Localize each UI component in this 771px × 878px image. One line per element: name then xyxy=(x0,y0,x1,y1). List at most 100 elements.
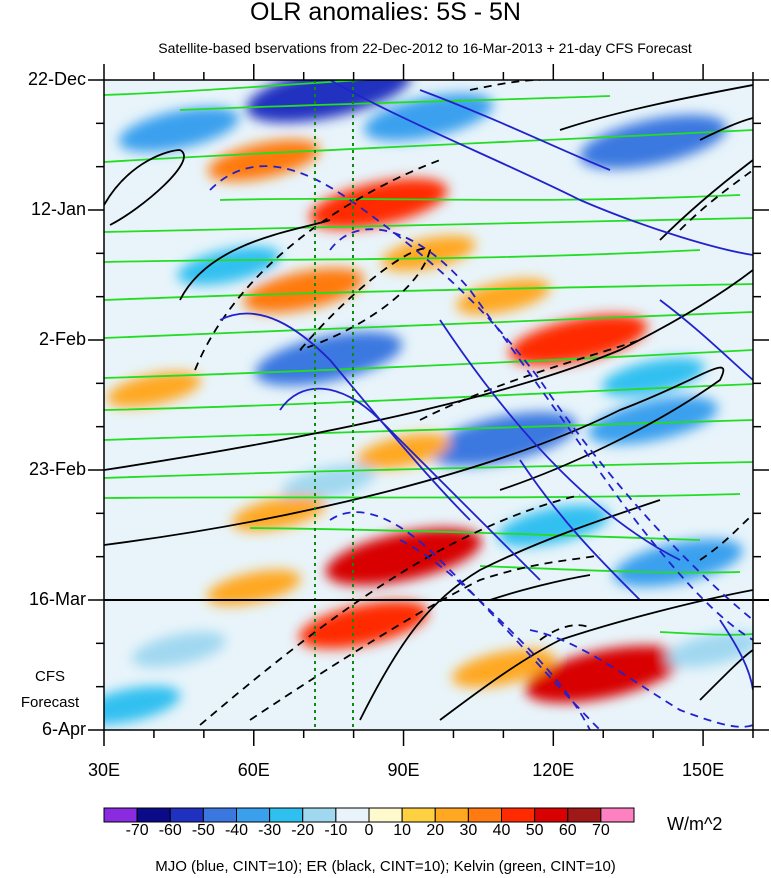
colorbar-swatch xyxy=(534,807,569,823)
anomaly-region xyxy=(525,645,682,703)
anomaly-region xyxy=(451,648,555,688)
chart-title: OLR anomalies: 5S - 5N xyxy=(250,0,521,26)
kelvin-contour xyxy=(219,194,741,201)
anomaly-region xyxy=(177,246,281,285)
mjo-contour xyxy=(329,511,601,730)
anomaly-region xyxy=(325,528,482,586)
colorbar-label: -60 xyxy=(158,822,182,839)
er-contour xyxy=(194,159,441,371)
colorbar-swatch xyxy=(169,807,204,823)
colorbar-label: -40 xyxy=(224,822,249,839)
colorbar-label: 30 xyxy=(459,822,478,839)
contour-legend-note: MJO (blue, CINT=10); ER (black, CINT=10)… xyxy=(155,858,616,875)
mjo-contour xyxy=(209,165,753,621)
mjo-contour xyxy=(719,619,753,691)
anomaly-region xyxy=(497,504,610,547)
kelvin-contour xyxy=(104,249,701,263)
colorbar-label: -50 xyxy=(191,822,215,839)
anomaly-region xyxy=(429,412,577,467)
colorbar-swatch xyxy=(401,807,436,823)
er-contour xyxy=(539,624,591,641)
kelvin-contour xyxy=(104,461,753,479)
y-tick-label: 2-Feb xyxy=(38,329,86,349)
mjo-contour xyxy=(329,80,753,256)
anomaly-region xyxy=(588,396,718,445)
colorbar-units: W/m^2 xyxy=(667,814,723,834)
y-tick-label: 12-Jan xyxy=(30,199,86,219)
colorbar xyxy=(103,807,635,823)
anomaly-region xyxy=(243,268,364,313)
anomaly-region xyxy=(666,631,753,668)
er-contour xyxy=(299,247,431,351)
x-tick-label: 120E xyxy=(532,760,575,780)
er-contour xyxy=(699,514,753,561)
er-contour xyxy=(359,499,661,721)
colorbar-label: 20 xyxy=(426,822,445,839)
colorbar-swatch xyxy=(269,807,304,823)
y-tick-label: 22-Dec xyxy=(27,69,86,89)
anomaly-region xyxy=(601,357,705,397)
colorbar-swatch xyxy=(202,807,237,823)
colorbar-label: 10 xyxy=(393,822,412,839)
forecast-label: CFS Forecast xyxy=(20,668,80,711)
er-contour xyxy=(419,339,641,421)
colorbar-label: 0 xyxy=(364,822,374,839)
mjo-contour xyxy=(279,387,541,581)
er-contour xyxy=(679,169,753,231)
kelvin-contour xyxy=(104,311,753,339)
colorbar-label: -70 xyxy=(125,822,149,839)
anomaly-region xyxy=(206,569,301,606)
anomaly-region xyxy=(106,371,201,408)
er-contour xyxy=(104,366,725,546)
colorbar-swatch xyxy=(567,807,602,823)
colorbar-swatch xyxy=(335,807,370,823)
er-contour xyxy=(559,84,753,131)
x-tick-label: 60E xyxy=(237,760,270,780)
y-tick-label: 23-Feb xyxy=(28,459,86,479)
mjo-contour xyxy=(439,319,681,561)
kelvin-contour xyxy=(479,565,741,574)
anomaly-region xyxy=(509,314,648,366)
anomaly-region xyxy=(104,685,181,725)
plot-area xyxy=(104,80,753,730)
colorbar-swatch xyxy=(103,807,138,823)
kelvin-contour xyxy=(659,631,753,636)
chart-subtitle: Satellite-based bservations from 22-Dec-… xyxy=(158,40,692,56)
kelvin-contour xyxy=(104,383,753,411)
colorbar-label: 40 xyxy=(492,822,511,839)
y-tick-label: 16-Mar xyxy=(28,589,86,609)
colorbar-label: 50 xyxy=(525,822,544,839)
colorbar-label: -20 xyxy=(291,822,315,839)
er-contour xyxy=(699,649,753,701)
mjo-contour xyxy=(519,459,641,601)
colorbar-label: 60 xyxy=(558,822,577,839)
x-tick-label: 30E xyxy=(87,760,121,780)
anomaly-region xyxy=(207,139,320,182)
mjo-contour xyxy=(329,228,753,641)
anomaly-region xyxy=(131,631,226,668)
er-contour xyxy=(699,117,753,141)
mjo-contour xyxy=(659,299,753,381)
colorbar-swatch xyxy=(467,807,502,823)
anomaly-region xyxy=(613,538,743,587)
colorbar-swatch xyxy=(600,807,635,823)
kelvin-contour xyxy=(179,95,611,111)
anomaly-region xyxy=(298,600,429,649)
anomaly-region xyxy=(356,433,451,470)
er-contour xyxy=(659,159,753,241)
anomaly-region xyxy=(246,80,411,123)
colorbar-swatch xyxy=(236,807,271,823)
mjo-contour xyxy=(529,629,753,728)
kelvin-contour xyxy=(104,493,741,499)
kelvin-contour xyxy=(104,283,753,301)
colorbar-swatch xyxy=(302,807,337,823)
colorbar-label: 70 xyxy=(591,822,610,839)
x-tick-label: 150E xyxy=(682,760,725,780)
kelvin-contour xyxy=(104,129,753,163)
kelvin-contour xyxy=(104,419,753,441)
mjo-contour xyxy=(219,312,471,521)
colorbar-swatch xyxy=(368,807,403,823)
anomaly-region xyxy=(118,107,240,152)
anomaly-region xyxy=(231,495,326,532)
colorbar-label: -30 xyxy=(258,822,282,839)
